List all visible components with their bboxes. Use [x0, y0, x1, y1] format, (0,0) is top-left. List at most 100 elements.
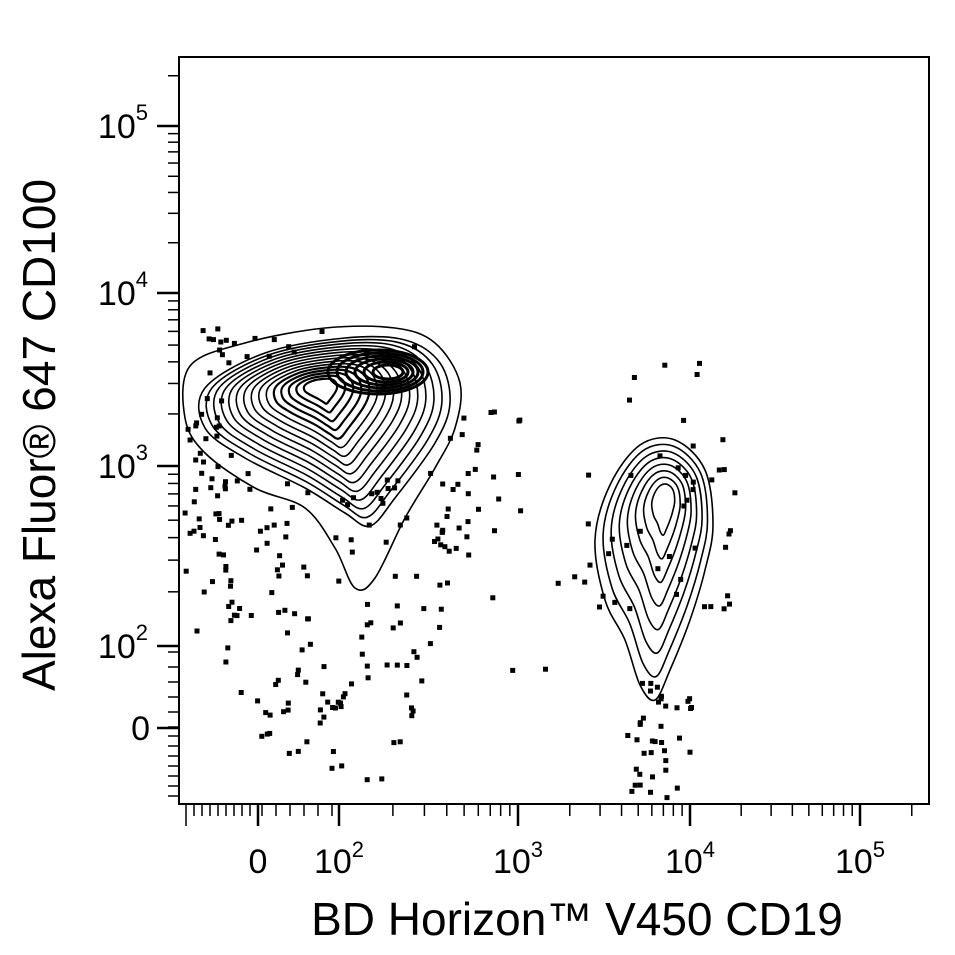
event-dot [193, 486, 199, 492]
event-dot [648, 789, 653, 795]
event-dot [239, 517, 245, 523]
event-dot [366, 522, 372, 528]
event-dot [628, 472, 634, 478]
event-dot [214, 433, 220, 439]
event-dot [466, 552, 472, 558]
event-dot [209, 476, 215, 482]
event-dot [223, 337, 229, 343]
event-dot [640, 680, 645, 686]
x-tick-label: 105 [835, 837, 885, 881]
event-dot [723, 544, 729, 550]
event-dot [345, 502, 351, 508]
event-dot [662, 748, 667, 754]
event-dot [349, 549, 355, 555]
contour-line [182, 325, 463, 591]
contour-line [205, 338, 443, 519]
event-dot [368, 620, 374, 626]
event-dot [492, 528, 497, 534]
event-dot [208, 485, 214, 491]
event-dot [183, 568, 189, 574]
event-dot [305, 490, 311, 496]
event-dot [690, 443, 696, 449]
y-tick-label: 104 [98, 267, 148, 313]
event-dot [634, 737, 640, 743]
event-dot [194, 628, 200, 634]
event-dot [213, 424, 219, 430]
event-dot [683, 472, 689, 478]
event-dot [685, 698, 691, 704]
event-dot [215, 464, 221, 470]
event-dot [496, 496, 502, 502]
event-dot [658, 696, 664, 702]
outlier-dots [182, 326, 738, 801]
event-dot [674, 785, 680, 791]
event-dot [445, 580, 450, 586]
event-dot [652, 739, 658, 745]
event-dot [201, 589, 207, 595]
event-dot [210, 579, 215, 585]
contour-line [220, 344, 427, 501]
event-dot [663, 767, 669, 773]
event-dot [459, 432, 465, 438]
event-dot [238, 690, 244, 695]
event-dot [455, 481, 461, 487]
event-dot [196, 516, 202, 522]
event-dot [409, 705, 414, 711]
event-dot [390, 625, 396, 631]
event-dot [437, 624, 443, 630]
contour-line [626, 463, 692, 607]
event-dot [491, 409, 497, 415]
x-tick-label: 104 [665, 837, 715, 881]
event-dot [338, 700, 343, 706]
event-dot [658, 723, 664, 729]
event-dot [421, 606, 427, 612]
event-dot [438, 606, 444, 612]
event-dot [582, 579, 588, 585]
event-dot [629, 788, 635, 794]
event-dot [662, 362, 668, 368]
event-dot [625, 733, 631, 738]
event-dot [464, 534, 470, 540]
event-dot [215, 493, 221, 499]
event-dot [384, 477, 390, 483]
event-dot [383, 539, 389, 545]
event-dot [648, 680, 654, 686]
event-dot [303, 679, 309, 685]
event-dot [264, 540, 270, 546]
event-dot [319, 329, 325, 334]
event-dot [637, 720, 643, 726]
event-dot [216, 511, 222, 517]
event-dot [200, 328, 206, 334]
event-dot [684, 497, 690, 503]
event-dot [269, 590, 275, 596]
event-dot [267, 712, 273, 718]
event-dot [244, 354, 250, 360]
contour-line [326, 348, 430, 396]
event-dot [411, 649, 417, 655]
contour-line [228, 347, 419, 493]
event-dot [329, 765, 335, 771]
event-dot [200, 533, 206, 539]
event-dot [234, 478, 240, 484]
event-dot [465, 491, 471, 497]
event-dot [365, 675, 371, 681]
event-dot [217, 516, 223, 522]
event-dot [440, 481, 446, 487]
event-dot [586, 472, 592, 478]
event-dot [404, 692, 410, 698]
event-dot [637, 528, 643, 534]
event-dot [627, 606, 633, 612]
event-dot [365, 601, 370, 607]
event-dot [694, 372, 700, 377]
contour-line [265, 362, 379, 449]
contour-line [650, 483, 676, 536]
event-dot [677, 735, 682, 741]
event-dot [632, 782, 638, 788]
event-dot [289, 504, 295, 510]
event-dot [385, 486, 391, 491]
event-dot [228, 578, 234, 584]
event-dot [223, 564, 229, 569]
event-dot [193, 457, 199, 463]
event-dot [284, 520, 290, 526]
